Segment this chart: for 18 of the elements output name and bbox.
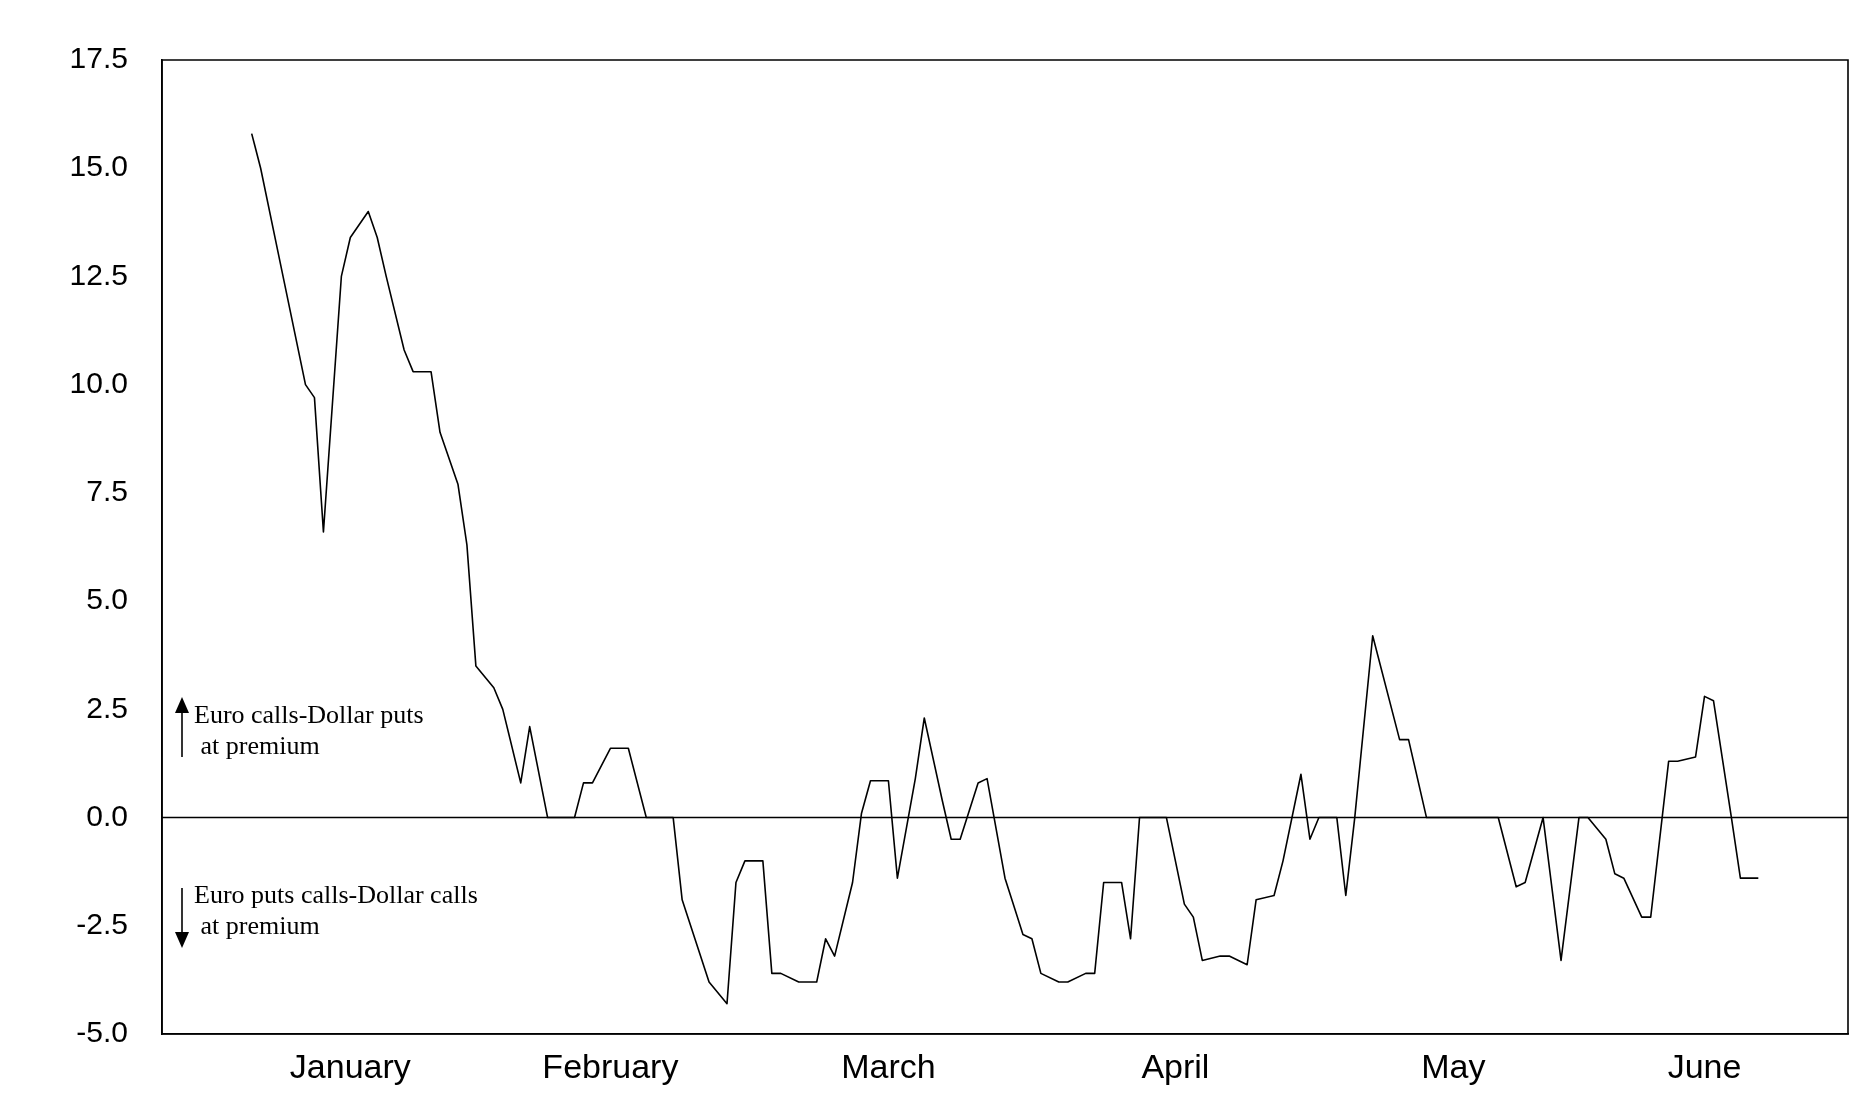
x-tick-label: February — [542, 1046, 679, 1085]
y-tick-label: 2.5 — [86, 690, 128, 724]
y-tick-label: -5.0 — [76, 1015, 128, 1049]
x-tick-label: March — [841, 1046, 936, 1085]
y-tick-label: 12.5 — [69, 257, 128, 291]
y-tick-label: 15.0 — [69, 149, 128, 183]
y-tick-label: 17.5 — [69, 41, 128, 75]
x-tick-label: May — [1421, 1046, 1486, 1085]
x-tick-label: June — [1667, 1046, 1742, 1085]
y-tick-label: 0.0 — [86, 798, 128, 832]
annotation: Euro calls-Dollar puts at premium — [194, 700, 424, 760]
x-tick-label: January — [289, 1046, 411, 1085]
y-tick-label: 10.0 — [69, 365, 128, 399]
y-tick-label: -2.5 — [76, 907, 128, 941]
y-tick-label: 7.5 — [86, 474, 128, 508]
x-tick-label: April — [1141, 1046, 1210, 1085]
annotation: Euro puts calls-Dollar calls at premium — [194, 880, 478, 940]
y-tick-label: 5.0 — [86, 582, 128, 616]
